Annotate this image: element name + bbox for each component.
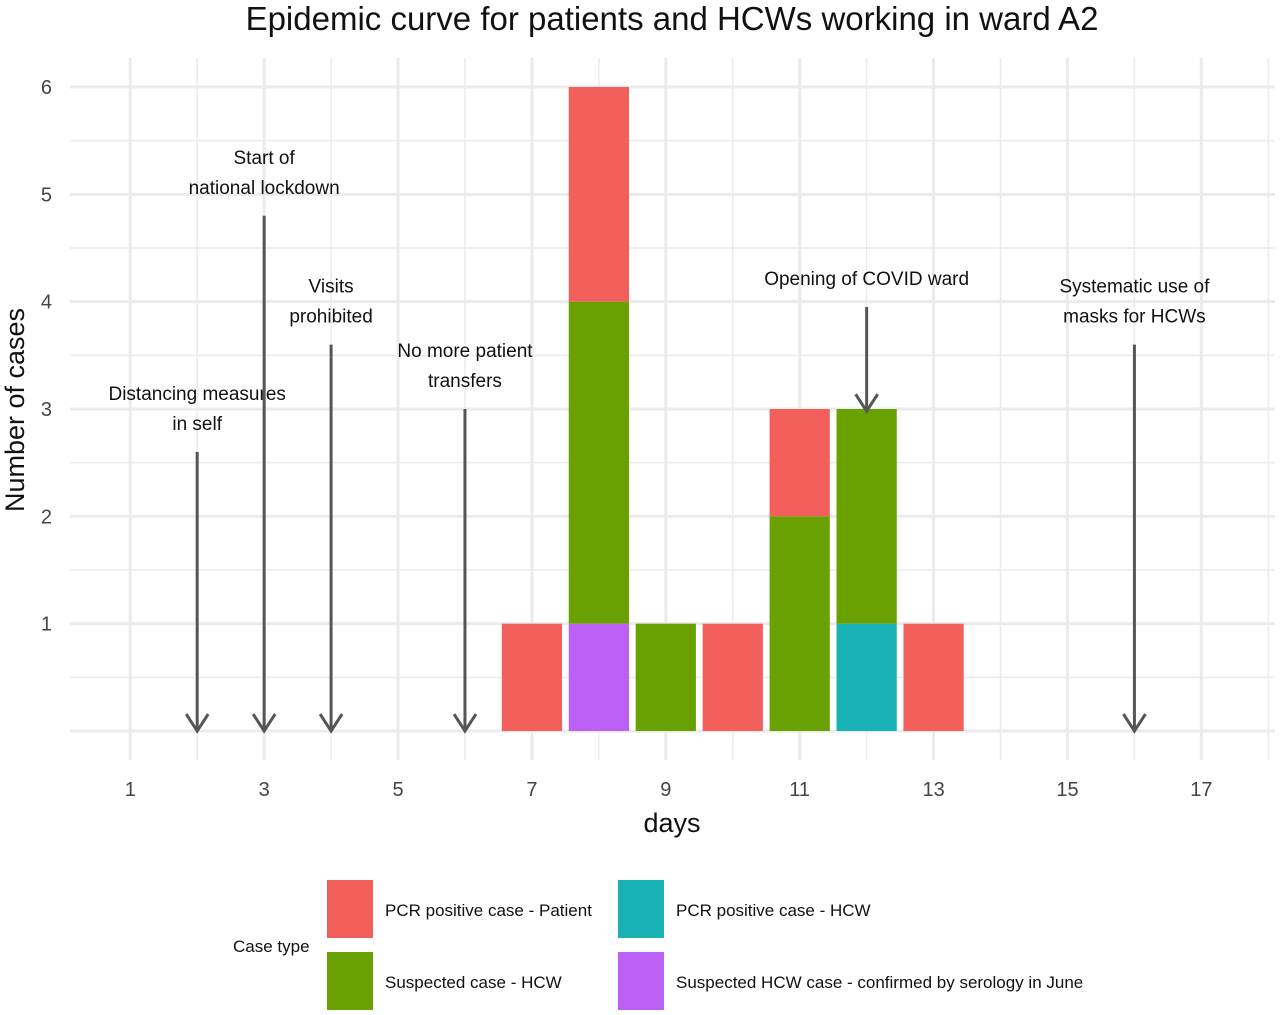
annotation-arrow-head (1122, 713, 1147, 734)
x-tick-label: 5 (392, 779, 403, 801)
legend-entry-label: Suspected case - HCW (385, 973, 562, 992)
bar-segment (568, 301, 629, 624)
y-tick-label: 3 (41, 399, 52, 421)
annotation-label: Start of (234, 148, 296, 169)
x-tick-label: 3 (259, 779, 270, 801)
y-tick-label: 1 (41, 614, 52, 636)
annotation-arrow-head (452, 713, 478, 734)
bar-segment (568, 623, 629, 732)
bar-segment (769, 409, 830, 517)
y-tick-label: 6 (41, 77, 52, 99)
legend-swatch (327, 880, 373, 938)
bar-segment (568, 86, 629, 302)
y-tick-label: 5 (41, 184, 52, 206)
legend-swatch (618, 880, 664, 938)
bar-segment (769, 516, 830, 732)
bar-segment (635, 623, 696, 732)
bar-segment (836, 409, 897, 624)
x-tick-label: 1 (125, 779, 136, 801)
annotation-label: masks for HCWs (1063, 307, 1206, 328)
x-tick-label: 7 (526, 779, 537, 801)
annotation-label: No more patient (397, 341, 533, 362)
legend-swatch (618, 952, 664, 1010)
x-tick-label: 13 (922, 779, 944, 801)
annotations: Distancing measures in self Start of nation… (108, 148, 1210, 734)
x-tick-label: 17 (1190, 779, 1212, 801)
chart-title: Epidemic curve for patients and HCWs wor… (246, 0, 1099, 37)
bar-segment (702, 623, 763, 732)
annotation-label: Distancing measures (108, 384, 285, 405)
annotation-arrow-head (318, 713, 344, 734)
annotation-label: transfers (428, 371, 502, 392)
annotation-arrow-head (854, 393, 879, 414)
annotation-label: Systematic use of (1059, 277, 1210, 298)
y-tick-label: 4 (41, 292, 52, 314)
x-tick-label: 11 (789, 779, 810, 801)
x-axis-label: days (643, 808, 700, 838)
annotation-label: in self (172, 414, 222, 435)
annotation-label: national lockdown (189, 178, 340, 199)
annotation-label: prohibited (289, 307, 372, 328)
bars (501, 86, 964, 732)
annotation-arrow-head (184, 713, 210, 734)
bar-segment (903, 623, 964, 732)
x-axis-ticks: 1 3 5 7 9 11 13 15 17 (125, 779, 1213, 801)
legend-title: Case type (233, 937, 310, 956)
annotation-arrow-head (251, 713, 277, 734)
bar-segment (501, 623, 563, 732)
legend-swatch (327, 952, 373, 1010)
legend: Case type PCR positive case - Patient Sus… (233, 880, 1083, 1010)
bar-segment (836, 623, 897, 732)
y-tick-label: 2 (41, 506, 52, 528)
annotation-label: Visits (309, 277, 354, 298)
annotation-label: Opening of COVID ward (764, 269, 969, 290)
x-tick-label: 15 (1056, 779, 1078, 801)
legend-entry-label: PCR positive case - Patient (385, 901, 592, 920)
legend-entry-label: PCR positive case - HCW (676, 901, 871, 920)
y-axis-ticks: 1 2 3 4 5 6 (41, 77, 52, 636)
x-tick-label: 9 (660, 779, 671, 801)
legend-entry-label: Suspected HCW case - confirmed by serolo… (676, 973, 1083, 992)
y-axis-label: Number of cases (0, 308, 30, 512)
